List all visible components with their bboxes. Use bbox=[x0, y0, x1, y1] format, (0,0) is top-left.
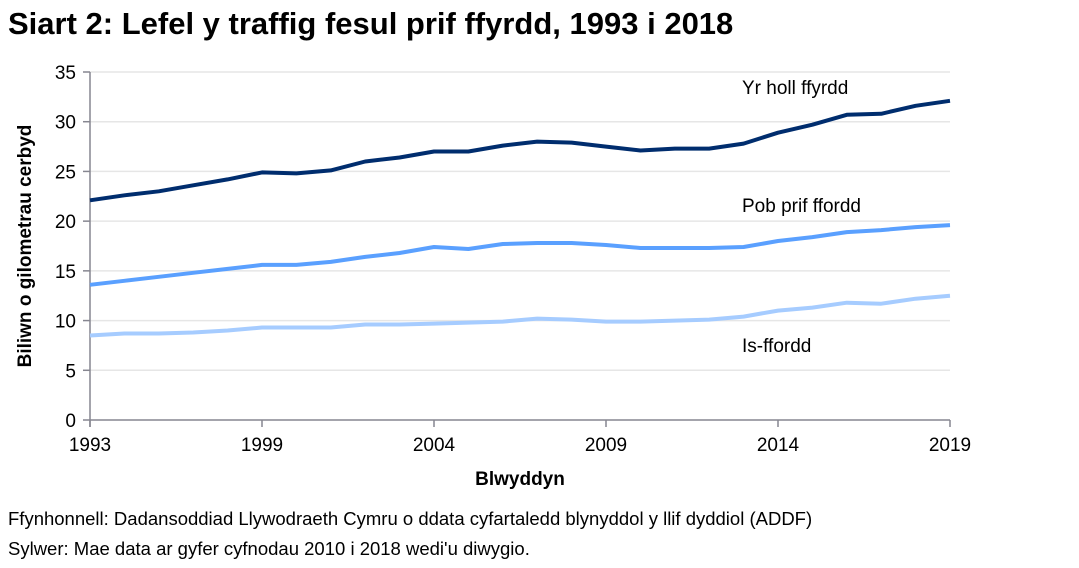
y-axis-label: Biliwn o gilometrau cerbyd bbox=[15, 125, 36, 368]
series-line-1 bbox=[89, 223, 951, 287]
y-tick-label: 15 bbox=[55, 262, 76, 283]
y-tick-label: 25 bbox=[55, 162, 76, 183]
y-tick-label: 30 bbox=[55, 113, 76, 134]
x-tick-label: 2019 bbox=[929, 435, 971, 456]
series-label: Is-ffordd bbox=[742, 336, 811, 357]
series-label: Pob prif ffordd bbox=[742, 196, 861, 217]
series-line-0 bbox=[89, 98, 951, 203]
x-tick-label: 2009 bbox=[585, 435, 627, 456]
y-tick-label: 35 bbox=[55, 63, 76, 84]
source-note: Ffynhonnell: Dadansoddiad Llywodraeth Cy… bbox=[8, 508, 813, 529]
x-axis-label: Blwyddyn bbox=[475, 469, 565, 490]
x-tick-label: 1999 bbox=[241, 435, 283, 456]
x-tick-label: 1993 bbox=[69, 435, 111, 456]
y-tick-label: 20 bbox=[55, 212, 76, 233]
y-tick-label: 5 bbox=[65, 361, 76, 382]
x-tick-label: 2014 bbox=[757, 435, 800, 456]
y-tick-label: 10 bbox=[55, 312, 76, 333]
revision-note: Sylwer: Mae data ar gyfer cyfnodau 2010 … bbox=[8, 538, 530, 559]
x-tick-label: 2004 bbox=[413, 435, 456, 456]
chart-title: Siart 2: Lefel y traffig fesul prif ffyr… bbox=[8, 6, 734, 41]
series-label: Yr holl ffyrdd bbox=[742, 78, 848, 99]
series-line-2 bbox=[89, 293, 951, 338]
y-tick-label: 0 bbox=[65, 411, 76, 432]
